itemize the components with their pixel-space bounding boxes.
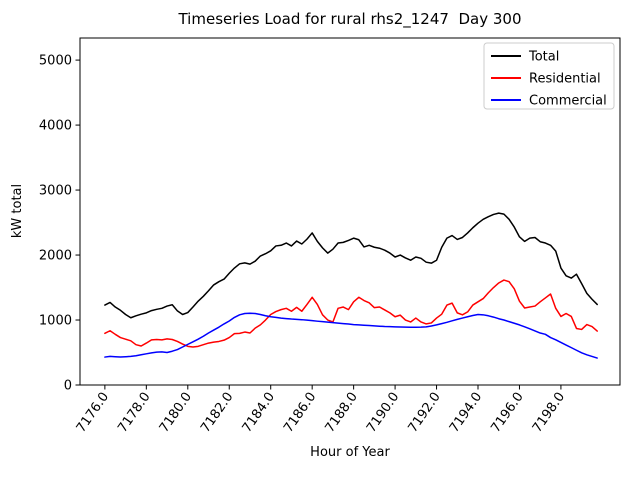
- y-tick-label: 0: [64, 379, 72, 394]
- series-layer: [104, 212, 598, 359]
- y-tick-label: 4000: [39, 119, 72, 134]
- legend: Total Residential Commercial: [483, 42, 615, 110]
- y-tick-label: 1000: [39, 314, 72, 329]
- legend-entry-label: Total: [528, 50, 559, 65]
- y-tick-label: 3000: [39, 184, 72, 199]
- plot-border: [79, 37, 621, 386]
- series-line-residential: [104, 279, 598, 348]
- x-tick-label: 7192.0: [405, 390, 443, 436]
- x-tick-label: 7176.0: [74, 390, 112, 436]
- legend-entry-label: Residential: [529, 72, 601, 87]
- x-tick-label: 7186.0: [281, 390, 319, 436]
- x-tick-label: 7188.0: [323, 390, 361, 436]
- x-tick-label: 7196.0: [488, 390, 526, 436]
- y-tick-label: 2000: [39, 249, 72, 264]
- x-tick-label: 7178.0: [115, 390, 153, 436]
- chart-title: Timeseries Load for rural rhs2_1247 Day …: [177, 10, 521, 29]
- x-tick-label: 7184.0: [240, 390, 278, 436]
- x-tick-label: 7190.0: [364, 390, 402, 436]
- x-tick-label: 7194.0: [447, 390, 485, 436]
- y-axis-label: kW total: [10, 184, 25, 238]
- series-line-total: [104, 212, 598, 319]
- x-axis-label: Hour of Year: [310, 445, 390, 460]
- legend-box: [483, 42, 615, 110]
- y-tick-label: 5000: [39, 54, 72, 69]
- x-tick-label: 7180.0: [157, 390, 195, 436]
- legend-entry-label: Commercial: [529, 94, 607, 109]
- x-tick-label: 7198.0: [530, 390, 568, 436]
- x-tick-label: 7182.0: [198, 390, 236, 436]
- series-line-commercial: [104, 312, 598, 359]
